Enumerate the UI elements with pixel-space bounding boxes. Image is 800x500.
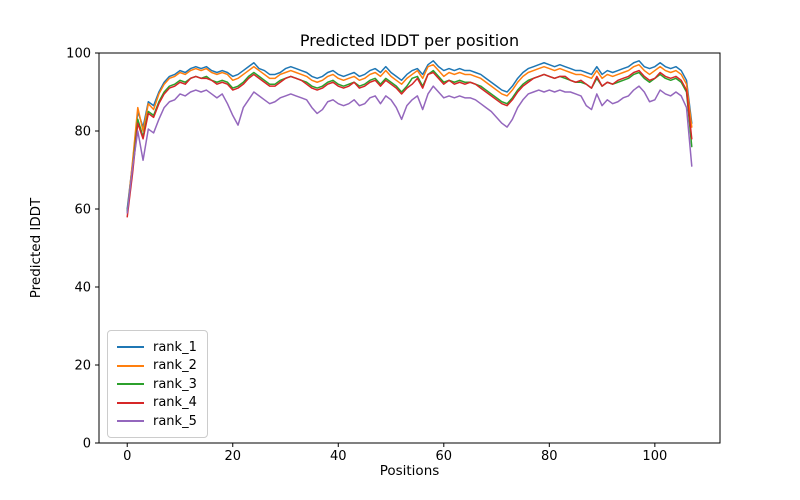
x-tick-label: 80: [541, 449, 558, 464]
series-line-rank_3: [126, 69, 693, 212]
legend-line-sample: [117, 420, 144, 422]
x-axis-label: Positions: [379, 463, 440, 479]
y-tick-label: 60: [74, 203, 91, 218]
x-tick-label: 0: [123, 449, 131, 464]
legend-line-sample: [117, 383, 144, 385]
x-tick-label: 60: [436, 449, 453, 464]
legend-item-label: rank_1: [153, 339, 197, 355]
y-axis-label: Predicted lDDT: [28, 197, 44, 299]
legend-item-label: rank_2: [153, 358, 197, 373]
legend-item-label: rank_3: [153, 376, 197, 392]
series-line-rank_1: [126, 60, 693, 210]
x-tick-label: 40: [330, 449, 347, 464]
legend-line-sample: [117, 401, 144, 404]
legend-item: rank_1: [117, 338, 198, 356]
x-tick-label: 100: [642, 449, 667, 464]
y-tick-label: 100: [66, 47, 91, 62]
legend-item: rank_2: [117, 357, 198, 375]
x-tick-label: 20: [224, 449, 241, 464]
series-line-rank_4: [126, 69, 693, 218]
series-line-rank_2: [126, 63, 693, 214]
plot-area: [98, 52, 721, 444]
legend-line-sample: [117, 346, 144, 348]
legend-item-label: rank_5: [153, 413, 197, 429]
legend-item: rank_3: [117, 375, 198, 393]
series-line-rank_5: [126, 85, 693, 214]
legend-item: rank_4: [117, 394, 198, 412]
legend-line-sample: [117, 364, 144, 367]
legend-item-label: rank_4: [153, 395, 197, 410]
y-tick-label: 0: [83, 437, 91, 452]
legend: rank_1 rank_2 rank_3 rank_4 rank_5: [107, 330, 208, 438]
chart-title: Predicted lDDT per position: [299, 31, 520, 50]
legend-item: rank_5: [117, 412, 198, 430]
y-tick-label: 40: [74, 281, 91, 296]
y-tick-label: 20: [74, 359, 91, 374]
y-tick-label: 80: [74, 125, 91, 140]
